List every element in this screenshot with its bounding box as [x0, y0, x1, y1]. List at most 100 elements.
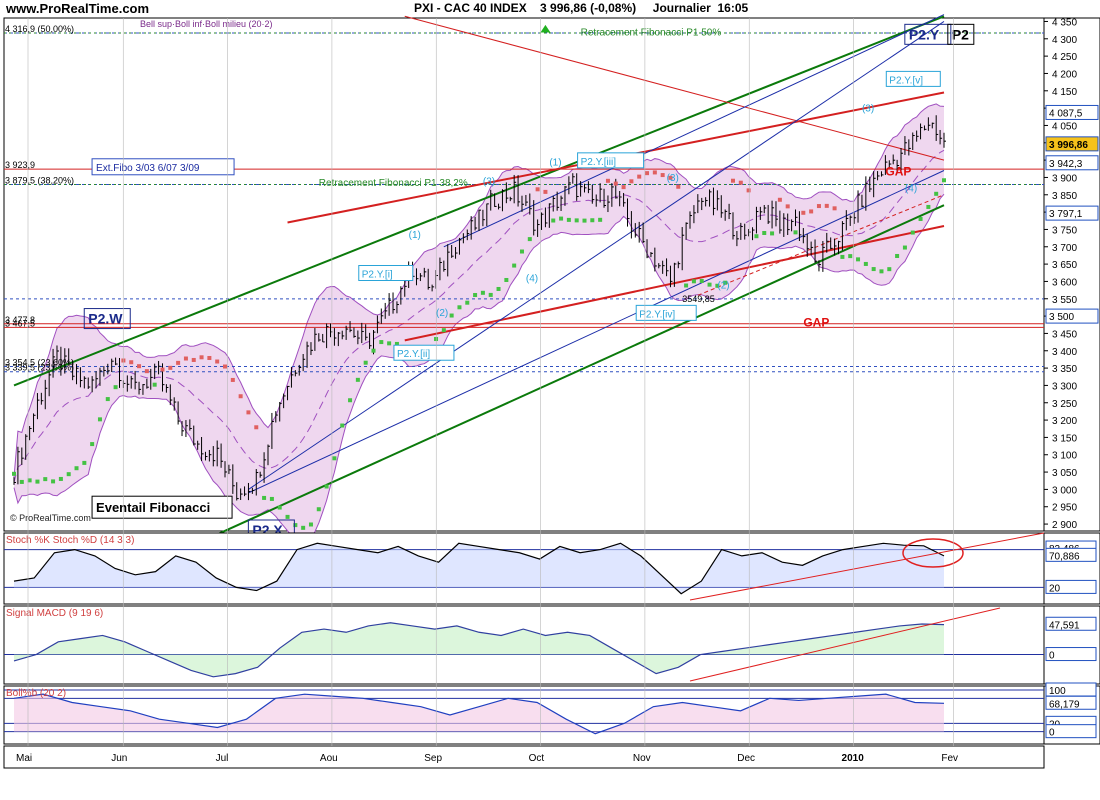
sar-dot — [168, 365, 173, 370]
subwave-box — [393, 344, 455, 361]
retracement-label: Retracement Fibonacci P1 38,2% — [319, 178, 468, 189]
sar-dot — [449, 313, 454, 318]
sar-dot — [90, 442, 95, 447]
sar-dot — [777, 197, 782, 202]
indicator-value-box — [1045, 616, 1097, 631]
x-tick-label: Nov — [633, 753, 651, 764]
site-name[interactable]: www.ProRealTime.com — [6, 1, 150, 16]
indicator-value: 47,591 — [1049, 620, 1080, 631]
sar-dot — [887, 267, 892, 272]
sar-dot — [590, 218, 595, 223]
subwave-box — [358, 265, 414, 281]
y-tick-label: 4 050 — [1052, 121, 1077, 132]
y-tick-label: 3 350 — [1052, 364, 1077, 375]
price-label-box — [1045, 136, 1099, 152]
price-label-box — [1045, 155, 1099, 171]
ext-fibo-box — [91, 158, 235, 176]
indicator-value-box — [1045, 724, 1097, 739]
sar-dot — [285, 514, 290, 519]
wave-count-label: (2) — [436, 308, 448, 319]
indicator-title: Stoch %K Stoch %D (14 3 3) — [6, 535, 134, 546]
instrument-name: PXI - CAC 40 INDEX — [414, 1, 527, 15]
sar-dot — [254, 425, 259, 430]
sar-dot — [457, 305, 462, 310]
y-tick-label: 4 300 — [1052, 35, 1077, 46]
ohlc-bars — [13, 115, 946, 501]
subwave-label: P2.Y.[i] — [362, 270, 393, 281]
sar-dot — [551, 218, 556, 223]
y-tick-label: 3 900 — [1052, 173, 1077, 184]
sar-dot — [246, 410, 251, 415]
sar-dot — [637, 174, 642, 179]
sar-dot — [441, 328, 446, 333]
instrument-info: PXI - CAC 40 INDEX 3 996,86 (-0,08%) Jou… — [414, 1, 748, 15]
sar-dot — [926, 204, 931, 209]
level-label: 3 354,5 (23,60%) — [5, 358, 74, 368]
price-label: 4 087,5 — [1049, 108, 1083, 119]
sar-dot — [871, 267, 876, 272]
sar-dot — [176, 360, 181, 365]
x-tick-label: Dec — [737, 753, 755, 764]
x-axis-panel — [3, 745, 1045, 769]
x-tick-label: Aou — [320, 753, 338, 764]
price-label: 3 996,86 — [1049, 140, 1088, 151]
sar-dot — [863, 261, 868, 266]
level-label: 3 467,5 — [5, 318, 35, 328]
sar-dot — [691, 279, 696, 284]
indicator-value: 0 — [1049, 728, 1055, 739]
sar-dot — [809, 209, 814, 214]
indicator-value-box — [1045, 579, 1097, 594]
sar-dot — [707, 282, 712, 287]
indicator-fill — [14, 694, 944, 734]
sar-dot — [191, 357, 196, 362]
sar-dot — [277, 505, 282, 510]
sar-dot — [113, 385, 118, 390]
y-tick-label: 4 350 — [1052, 17, 1077, 28]
sar-dot — [293, 523, 298, 528]
y-tick-label: 3 150 — [1052, 433, 1077, 444]
sar-dot — [762, 230, 767, 235]
sar-dot — [832, 206, 837, 211]
sar-dot — [473, 293, 478, 298]
sar-dot — [51, 479, 56, 484]
y-tick-label: 3 200 — [1052, 416, 1077, 427]
sar-dot — [738, 180, 743, 185]
sar-dot — [652, 170, 657, 175]
indicator-fill — [14, 543, 944, 594]
indicator-title: Boll%b (20 2) — [6, 688, 66, 699]
sar-dot — [144, 369, 149, 374]
time: 16:05 — [717, 1, 749, 15]
sar-dot — [269, 496, 274, 501]
y-tick-label: 4 150 — [1052, 87, 1077, 98]
sar-dot — [43, 477, 48, 482]
y-tick-label: 3 450 — [1052, 329, 1077, 340]
sar-dot — [934, 191, 939, 196]
sar-dot — [223, 364, 228, 369]
sar-dot — [785, 204, 790, 209]
channel-blue-upper — [248, 21, 945, 490]
sar-dot — [660, 173, 665, 178]
sar-dot — [918, 216, 923, 221]
y-tick-label: 2 900 — [1052, 520, 1077, 531]
y-tick-label: 3 300 — [1052, 381, 1077, 392]
low-value-label: 3549,85 — [682, 294, 715, 304]
wave-count-label: (4) — [905, 183, 917, 194]
sar-dot — [97, 417, 102, 422]
sar-dot — [676, 184, 681, 189]
indicator-title: Signal MACD (9 19 6) — [6, 608, 103, 619]
x-tick-label: Jul — [216, 753, 229, 764]
bollinger-fill — [14, 103, 944, 543]
indicator-value-box — [1045, 695, 1097, 710]
sar-dot — [910, 230, 915, 235]
sar-dot — [355, 377, 360, 382]
sar-dot — [12, 471, 16, 476]
sar-dot — [856, 257, 861, 262]
sar-dot — [160, 367, 165, 372]
indicator-line — [13, 693, 945, 735]
sar-dot — [496, 286, 501, 291]
sar-dot — [559, 216, 564, 221]
y-tick-label: 3 550 — [1052, 295, 1077, 306]
sar-dot — [902, 245, 907, 250]
